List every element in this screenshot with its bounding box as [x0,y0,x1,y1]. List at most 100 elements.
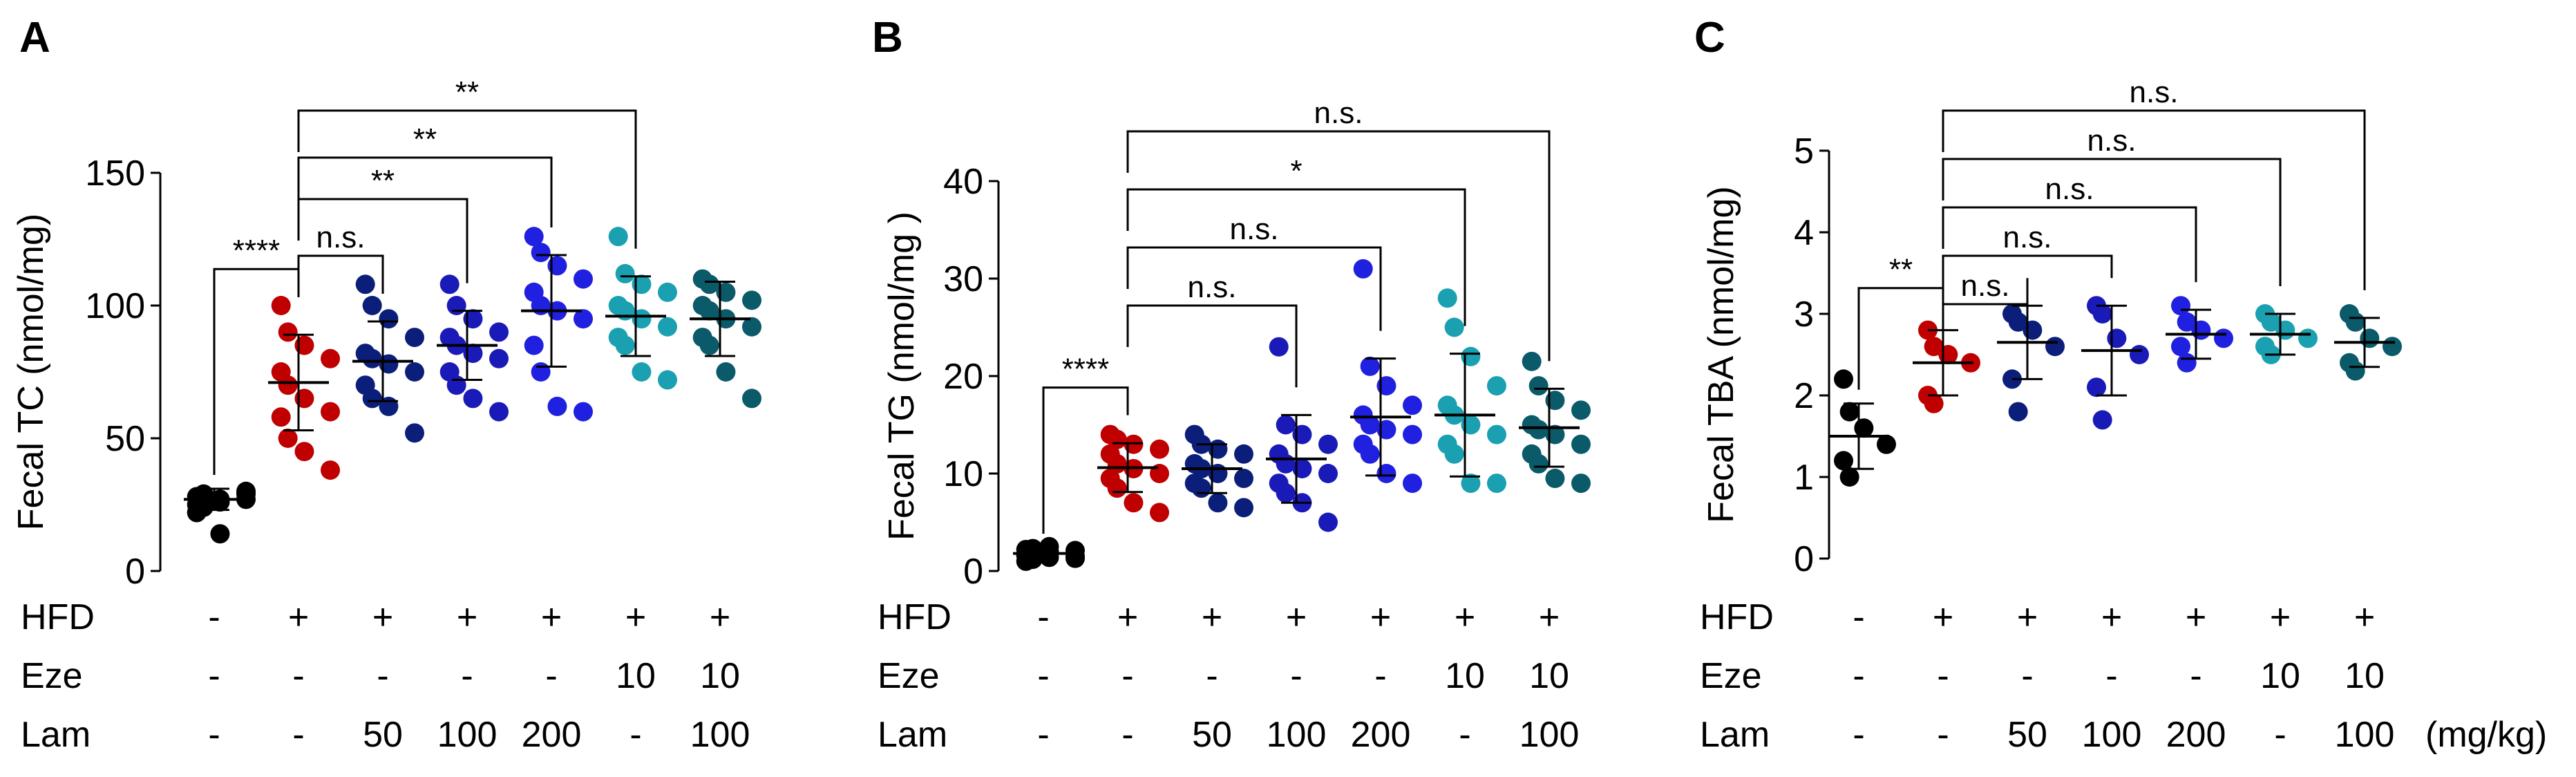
data-point [615,301,635,321]
treatment-value: 10 [2260,656,2300,696]
treatment-value: + [2354,597,2375,637]
data-point [1318,434,1338,454]
data-point [2130,345,2149,364]
y-axis-label: Fecal TC (nmol/mg) [11,214,51,530]
dose-unit-label: (mg/kg) [2425,715,2547,755]
treatment-value: + [457,597,477,637]
treatment-value: 50 [363,715,403,755]
y-axis-label: Fecal TBA (nmol/mg) [1701,186,1741,523]
data-point [2345,312,2365,332]
data-point [2092,410,2112,430]
treatment-value: + [372,597,393,637]
treatment-value: - [461,656,473,696]
data-point [1461,474,1481,494]
data-point [362,348,382,368]
data-point [1571,474,1591,494]
treatment-value: - [208,597,220,637]
data-point [1528,420,1549,440]
data-point [2177,353,2197,373]
data-point [236,484,256,504]
significance-label: ** [371,164,395,198]
data-point [1571,434,1591,454]
data-point [489,402,509,422]
y-tick-label: 20 [943,357,983,397]
data-point [210,524,230,544]
treatment-value: - [1290,656,1302,696]
treatment-value: - [2021,656,2033,696]
y-tick-label: 5 [1794,131,1814,171]
y-tick-label: 10 [943,454,983,494]
y-tick-label: 150 [85,153,145,194]
y-tick-label: 0 [1794,539,1814,579]
data-point [278,429,298,448]
significance-bracket [1126,130,1551,362]
data-point [2191,320,2211,340]
y-tick-label: 100 [85,286,145,326]
data-point [531,243,551,263]
data-point [2275,320,2295,340]
significance-bracket [1942,109,2366,290]
data-point [2383,337,2402,357]
y-tick-label: 30 [943,259,983,299]
data-point [574,269,593,289]
data-point [1839,402,1859,422]
significance-bracket [297,109,637,249]
treatment-value: + [625,597,646,637]
data-point [742,388,761,409]
data-point [1360,415,1380,435]
significance-bracket [1042,386,1129,534]
panel-letter: B [872,14,903,62]
data-point [439,274,460,294]
treatment-row-label: Eze [21,656,83,696]
data-point [2214,328,2233,348]
data-point [1839,467,1859,487]
treatment-value: - [292,656,304,696]
treatment-value: + [288,597,309,637]
panel-c: C 0 1 2 3 4 5 Fecal TBA (nmol/mg) - - - + - - + - 50 + - 10… [1694,14,2402,755]
significance-label: n.s. [1314,96,1363,130]
significance-label: n.s. [2087,124,2137,158]
data-point [2360,328,2380,348]
y-tick-label: 0 [125,552,145,592]
data-point [615,335,635,355]
treatment-value: 200 [2166,715,2226,755]
data-point [362,296,382,315]
treatment-row-label: Eze [878,656,940,696]
treatment-value: 10 [616,656,656,696]
data-point [489,348,509,368]
data-point [574,402,593,422]
treatment-value: - [208,656,220,696]
treatment-row-label: HFD [21,597,95,637]
significance-label: ** [1889,253,1913,287]
treatment-value: - [1037,597,1049,637]
treatment-value: - [1206,656,1218,696]
data-point [271,296,291,315]
treatment-value: - [1937,715,1949,755]
significance-label: n.s. [2003,221,2052,254]
data-point [524,335,544,355]
significance-label: **** [1062,353,1110,386]
data-point [321,402,340,422]
data-point [1444,444,1464,464]
data-point [1234,444,1253,464]
treatment-value: - [545,656,557,696]
treatment-value: + [541,597,562,637]
treatment-value: - [1853,597,1864,637]
treatment-value: + [1539,597,1560,637]
treatment-value: + [1455,597,1475,637]
significance-label: n.s. [316,221,366,254]
data-point [1834,369,1853,389]
data-point [1528,376,1549,396]
treatment-value: 200 [1351,715,1411,755]
data-point [1353,259,1373,279]
y-tick-label: 4 [1794,213,1814,253]
data-point [1444,317,1464,337]
panel-b: B 0 10 20 30 40 Fecal TG (nmol/mg ) - - - + - - + - 50 +… [872,14,1591,755]
data-point [2008,402,2028,422]
data-point [489,322,509,342]
data-point [1276,483,1296,503]
significance-label: * [1290,154,1302,188]
treatment-value: - [2105,656,2117,696]
data-point [405,362,424,382]
data-point [1234,469,1253,489]
